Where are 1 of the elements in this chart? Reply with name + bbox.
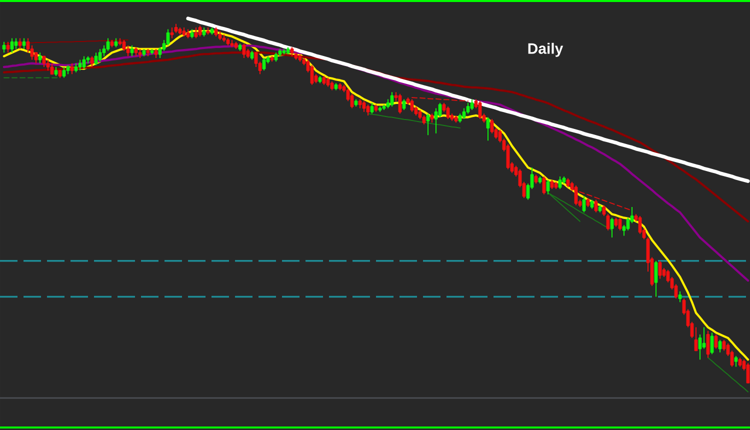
text: Daily — [528, 42, 564, 57]
